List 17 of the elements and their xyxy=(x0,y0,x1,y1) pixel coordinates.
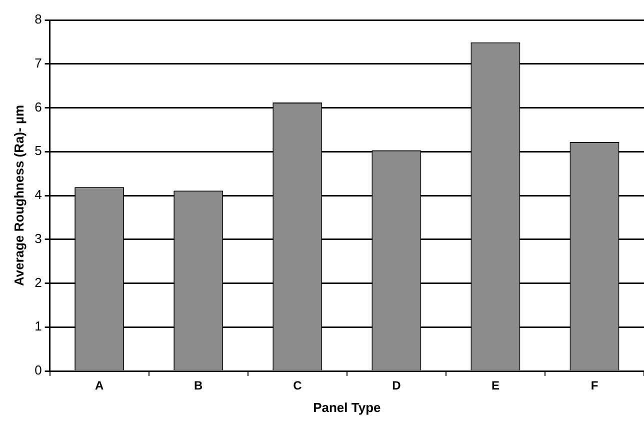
y-tick-label: 6 xyxy=(34,99,42,114)
y-tick-label: 5 xyxy=(34,143,42,158)
y-tick-label: 2 xyxy=(34,274,42,290)
y-tick-label: 7 xyxy=(34,55,42,70)
y-tick-label: 4 xyxy=(34,187,42,202)
x-tick-label: F xyxy=(590,378,598,393)
y-axis-title: Average Roughness (Ra)- µm xyxy=(11,104,26,286)
x-tick-label: C xyxy=(293,378,302,393)
y-tick-label: 0 xyxy=(34,362,42,378)
y-tick-label: 3 xyxy=(34,230,42,246)
x-tick-label: D xyxy=(392,378,402,393)
x-tick-label: B xyxy=(194,378,204,393)
y-tick-label: 1 xyxy=(34,318,42,334)
x-tick-label: A xyxy=(95,378,104,393)
y-tick-label: 8 xyxy=(34,12,42,27)
x-tick-label: E xyxy=(491,378,500,393)
x-axis-title: Panel Type xyxy=(313,400,381,415)
